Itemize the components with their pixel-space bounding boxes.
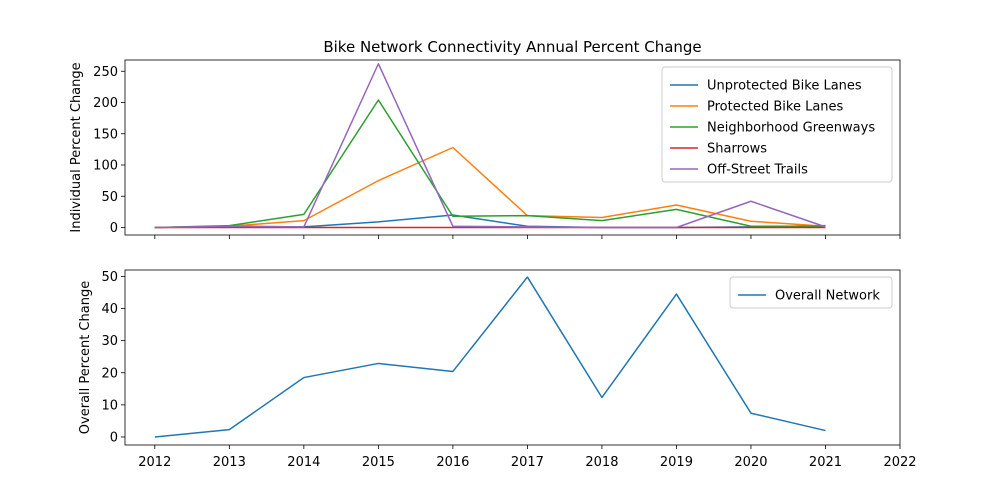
x-tick-label: 2016 xyxy=(436,455,469,470)
series-line-protected-bike-lanes xyxy=(154,146,826,229)
x-tick-label: 2022 xyxy=(883,455,916,470)
series-line-overall-network xyxy=(154,276,826,438)
series-line-neighborhood-greenways xyxy=(154,99,826,229)
y-tick-label: 50 xyxy=(101,270,118,285)
y-tick-label: 0 xyxy=(110,430,118,445)
legend-label-protected-bike-lanes: Protected Bike Lanes xyxy=(707,100,844,115)
x-tick-label: 2012 xyxy=(138,455,171,470)
x-tick-label: 2014 xyxy=(287,455,320,470)
chart-title: Bike Network Connectivity Annual Percent… xyxy=(323,38,701,56)
legend: Unprotected Bike Lanes Protected Bike Lan… xyxy=(661,66,893,183)
x-tick-label: 2021 xyxy=(809,455,842,470)
legend-box xyxy=(729,276,893,309)
legend-label-sharrows: Sharrows xyxy=(707,142,767,157)
legend-label-neighborhood-greenways: Neighborhood Greenways xyxy=(707,121,875,136)
y-tick-label: 100 xyxy=(93,159,118,174)
y-axis-label: Individual Percent Change xyxy=(69,62,84,232)
y-tick-label: 250 xyxy=(93,65,118,80)
x-tick-label: 2018 xyxy=(585,455,618,470)
axes-frame xyxy=(124,59,901,236)
legend: Overall Network xyxy=(729,276,893,309)
legend-label-overall-network: Overall Network xyxy=(775,289,880,304)
y-tick-label: 50 xyxy=(101,190,118,205)
legend-label-unprotected-bike-lanes: Unprotected Bike Lanes xyxy=(707,79,862,94)
y-tick-label: 40 xyxy=(101,302,118,317)
x-tick-label: 2017 xyxy=(511,455,544,470)
x-tick-label: 2020 xyxy=(734,455,767,470)
top-chart-panel: 0 50 100 150 200 250 Individual Percent Change… xyxy=(69,38,901,239)
x-tick-label: 2015 xyxy=(362,455,395,470)
y-tick-label: 30 xyxy=(101,334,118,349)
y-tick-label: 150 xyxy=(93,127,118,142)
bottom-chart-panel: 2012 2013 2014 2015 2016 2017 2018 2019 2020 2021… xyxy=(78,269,917,470)
legend-box xyxy=(661,66,893,183)
x-tick-label: 2013 xyxy=(213,455,246,470)
y-tick-label: 0 xyxy=(110,221,118,236)
x-tick-label: 2019 xyxy=(660,455,693,470)
legend-label-off-street-trails: Off-Street Trails xyxy=(707,163,808,178)
axes-frame xyxy=(124,269,901,446)
y-axis-label: Overall Percent Change xyxy=(78,281,93,434)
series-line-off-street-trails xyxy=(154,63,826,229)
y-tick-label: 10 xyxy=(101,398,118,413)
y-tick-label: 200 xyxy=(93,96,118,111)
y-tick-label: 20 xyxy=(101,366,118,381)
